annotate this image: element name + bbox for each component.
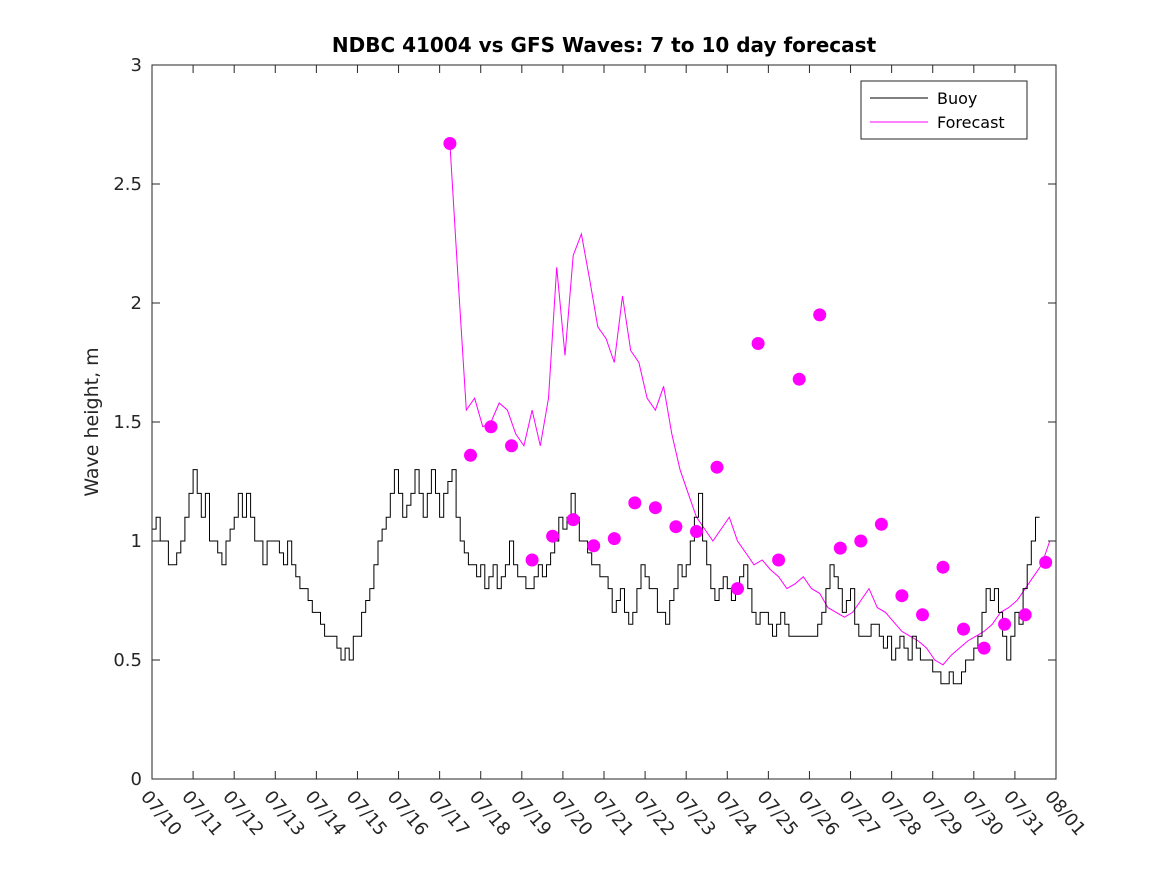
- forecast-marker: [505, 439, 518, 453]
- forecast-marker: [464, 448, 477, 462]
- y-tick-label: 2.5: [113, 174, 142, 195]
- forecast-marker: [895, 589, 909, 603]
- forecast-marker: [1039, 555, 1053, 569]
- forecast-marker: [772, 553, 786, 567]
- forecast-marker: [525, 553, 539, 567]
- forecast-marker: [587, 539, 601, 553]
- forecast-marker: [854, 534, 868, 548]
- forecast-marker: [813, 308, 827, 322]
- forecast-marker: [916, 608, 929, 622]
- legend: Buoy Forecast: [860, 80, 1028, 140]
- forecast-marker: [669, 520, 683, 534]
- y-tick-label: 1.5: [113, 412, 142, 433]
- plot-frame: [151, 64, 1057, 780]
- forecast-markers: [443, 137, 1053, 655]
- buoy-line: [152, 469, 1040, 685]
- forecast-marker: [936, 560, 950, 574]
- forecast-marker: [833, 541, 847, 555]
- y-tick-label: 3: [131, 55, 142, 76]
- forecast-marker: [710, 460, 724, 474]
- forecast-marker: [546, 529, 560, 543]
- forecast-marker: [751, 337, 765, 350]
- forecast-marker: [443, 137, 457, 150]
- y-tick-label: 0.5: [113, 650, 142, 671]
- forecast-series: [449, 143, 1051, 666]
- forecast-marker: [874, 517, 888, 531]
- forecast-marker: [628, 496, 642, 510]
- chart-title: NDBC 41004 vs GFS Waves: 7 to 10 day for…: [332, 33, 877, 57]
- legend-box: [860, 80, 1028, 140]
- legend-buoy-label: Buoy: [937, 89, 977, 108]
- forecast-marker: [607, 532, 621, 546]
- y-tick-label: 0: [131, 769, 142, 790]
- y-tick-label: 2: [131, 293, 142, 314]
- forecast-marker: [731, 582, 744, 596]
- y-tick-label: 1: [131, 531, 142, 552]
- forecast-marker: [648, 501, 662, 515]
- plot-area: [152, 65, 1056, 779]
- y-axis-label: Wave height, m: [81, 347, 103, 496]
- forecast-line: [449, 143, 1051, 666]
- forecast-marker: [484, 420, 498, 434]
- forecast-marker: [957, 622, 970, 636]
- legend-forecast-label: Forecast: [937, 113, 1005, 132]
- forecast-marker: [566, 513, 580, 527]
- forecast-marker: [1018, 608, 1032, 622]
- forecast-marker: [792, 372, 806, 386]
- forecast-marker: [977, 641, 991, 655]
- forecast-marker: [998, 617, 1012, 631]
- forecast-marker: [690, 525, 703, 538]
- buoy-series: [152, 469, 1040, 685]
